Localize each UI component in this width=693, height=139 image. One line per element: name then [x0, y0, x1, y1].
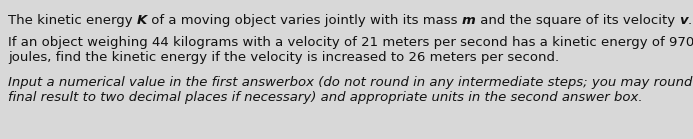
- Text: v: v: [679, 14, 687, 27]
- Text: and the square of its velocity: and the square of its velocity: [475, 14, 679, 27]
- Text: of a moving object varies jointly with its mass: of a moving object varies jointly with i…: [147, 14, 462, 27]
- Text: joules, find the kinetic energy if the velocity is increased to 26 meters per se: joules, find the kinetic energy if the v…: [8, 51, 559, 64]
- Text: final result to two decimal places if necessary) and appropriate units in the se: final result to two decimal places if ne…: [8, 91, 642, 104]
- Text: The kinetic energy: The kinetic energy: [8, 14, 137, 27]
- Text: If an object weighing 44 kilograms with a velocity of 21 meters per second has a: If an object weighing 44 kilograms with …: [8, 36, 693, 49]
- Text: m: m: [462, 14, 475, 27]
- Text: K: K: [137, 14, 147, 27]
- Text: Input a numerical value in the first answerbox (do not round in any intermediate: Input a numerical value in the first ans…: [8, 76, 693, 89]
- Text: .: .: [687, 14, 692, 27]
